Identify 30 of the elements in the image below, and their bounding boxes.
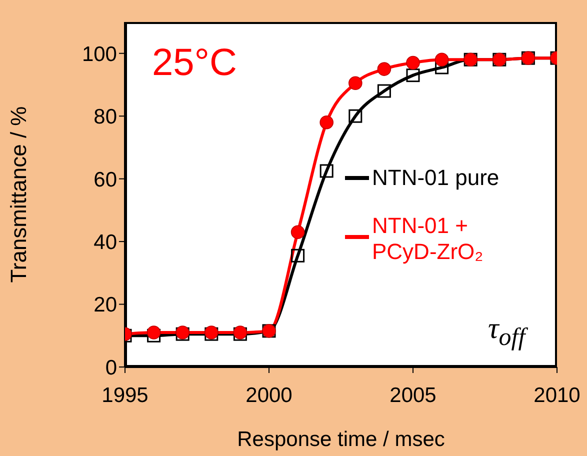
annotation: 25°C (152, 42, 237, 85)
y-tick-label: 80 (94, 106, 117, 129)
point (434, 52, 449, 67)
x-tick-label: 2005 (390, 384, 436, 407)
point (377, 62, 392, 76)
point (377, 84, 391, 98)
point (290, 225, 305, 240)
annotation: τ$_{off}$ (488, 312, 526, 352)
point (291, 248, 305, 262)
point (320, 115, 334, 130)
x-tick-label: 2010 (534, 384, 580, 407)
x-tick-label: 2000 (246, 384, 292, 407)
legend-label: NTN-01 + PCyD-ZrO₂ (372, 213, 484, 265)
y-tick-label: 60 (94, 168, 117, 192)
point (147, 328, 161, 342)
x-axis-title: Response time / msec (237, 428, 445, 451)
point (146, 326, 161, 340)
point (435, 60, 449, 74)
y-tick-label: 20 (94, 294, 117, 317)
point (406, 56, 420, 70)
point (348, 76, 362, 90)
y-tick-label: 40 (94, 231, 117, 254)
legend-label: NTN-01 pure (372, 165, 500, 191)
point (406, 68, 420, 82)
point (348, 109, 362, 123)
point (320, 164, 334, 178)
y-tick-label: 0 (105, 356, 117, 380)
x-tick-label: 1995 (102, 384, 148, 407)
y-axis-title: Transmittance / % (6, 106, 31, 283)
y-tick-label: 100 (82, 42, 117, 66)
